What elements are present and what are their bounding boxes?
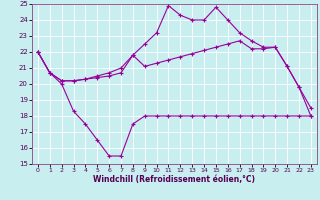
X-axis label: Windchill (Refroidissement éolien,°C): Windchill (Refroidissement éolien,°C) — [93, 175, 255, 184]
